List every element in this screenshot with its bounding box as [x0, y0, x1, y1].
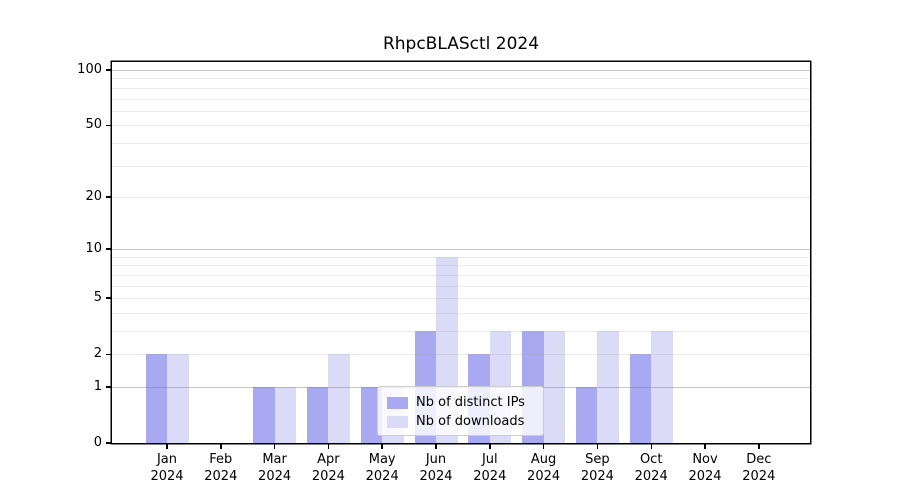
gridline-minor [112, 125, 810, 127]
x-tick-mark [381, 444, 383, 449]
x-tick-mark [327, 444, 330, 449]
gridline-minor [112, 165, 810, 167]
gridline-minor [112, 265, 810, 267]
x-tick-mark [596, 444, 599, 449]
gridline-minor [112, 285, 810, 287]
bar-nb-of-distinct-ips-oct-2024 [629, 354, 652, 443]
gridline-minor [112, 196, 810, 198]
distinct-ips-swatch-icon [387, 396, 408, 409]
y-tick-mark [106, 442, 112, 444]
x-tick-label: Sep 2024 [580, 452, 614, 484]
bar-nb-of-distinct-ips-jan-2024 [145, 354, 167, 443]
gridline-minor [112, 256, 810, 258]
x-tick-label: Feb 2024 [204, 452, 238, 484]
x-tick-label: Jul 2024 [473, 452, 507, 484]
x-tick-label: Aug 2024 [527, 452, 561, 484]
x-tick-mark [273, 444, 276, 449]
y-tick-mark [106, 297, 112, 299]
gridline-minor [112, 274, 810, 276]
x-tick-mark [758, 444, 760, 449]
y-tick-mark [106, 124, 112, 126]
x-tick-mark [704, 444, 706, 449]
bar-nb-of-distinct-ips-may-2024 [360, 387, 383, 443]
x-tick-mark [220, 444, 222, 449]
y-tick-mark [106, 196, 112, 198]
legend-row: Nb of distinct IPs [387, 393, 535, 412]
y-tick-label: 10 [85, 241, 102, 257]
gridline-minor [112, 98, 810, 100]
bar-nb-of-downloads-mar-2024 [274, 387, 297, 443]
y-tick-label: 2 [93, 346, 102, 362]
x-tick-label: May 2024 [365, 452, 399, 484]
y-tick-mark [106, 69, 112, 71]
legend-label-downloads: Nb of downloads [416, 414, 525, 429]
y-tick-mark [106, 353, 112, 355]
bar-nb-of-downloads-sep-2024 [597, 331, 619, 443]
gridline-minor [112, 298, 810, 300]
chart-title: RhpcBLASctl 2024 [382, 34, 540, 54]
bar-nb-of-downloads-apr-2024 [328, 354, 350, 443]
downloads-swatch-icon [387, 415, 408, 428]
x-tick-mark [489, 444, 491, 449]
gridline-major [112, 249, 810, 251]
x-tick-label: Apr 2024 [311, 452, 345, 484]
x-tick-label: Mar 2024 [258, 452, 292, 484]
y-tick-label: 100 [77, 62, 102, 77]
gridline-major [112, 70, 810, 71]
y-tick-label: 0 [93, 435, 102, 450]
y-tick-label: 1 [93, 379, 102, 394]
x-tick-label: Nov 2024 [688, 452, 722, 484]
x-tick-label: Jan 2024 [150, 452, 184, 484]
bar-nb-of-distinct-ips-apr-2024 [306, 387, 329, 443]
y-tick-label: 5 [93, 290, 102, 306]
x-tick-mark [166, 444, 168, 449]
bar-nb-of-distinct-ips-sep-2024 [575, 387, 598, 443]
gridline-minor [112, 142, 810, 144]
x-tick-mark [435, 444, 437, 449]
x-tick-label: Jun 2024 [419, 452, 453, 484]
y-tick-label: 50 [85, 117, 102, 133]
bar-nb-of-downloads-oct-2024 [651, 331, 673, 443]
y-tick-mark [106, 386, 112, 388]
gridline-minor [112, 331, 810, 332]
legend-row: Nb of downloads [387, 412, 535, 431]
x-tick-mark [650, 444, 652, 449]
bar-nb-of-downloads-aug-2024 [543, 331, 566, 443]
gridline-minor [112, 354, 810, 356]
gridline-minor [112, 312, 810, 314]
gridline-minor [112, 87, 810, 89]
y-tick-mark [106, 248, 112, 250]
bar-nb-of-downloads-jan-2024 [167, 354, 189, 443]
x-tick-mark [542, 444, 545, 449]
legend: Nb of distinct IPs Nb of downloads [377, 386, 544, 436]
legend-label-distinct-ips: Nb of distinct IPs [416, 395, 525, 410]
x-tick-label: Oct 2024 [634, 452, 668, 484]
y-tick-label: 20 [85, 188, 102, 204]
x-tick-label: Dec 2024 [742, 452, 776, 484]
gridline-minor [112, 78, 810, 80]
bar-nb-of-distinct-ips-mar-2024 [253, 387, 275, 443]
gridline-minor [112, 110, 810, 112]
